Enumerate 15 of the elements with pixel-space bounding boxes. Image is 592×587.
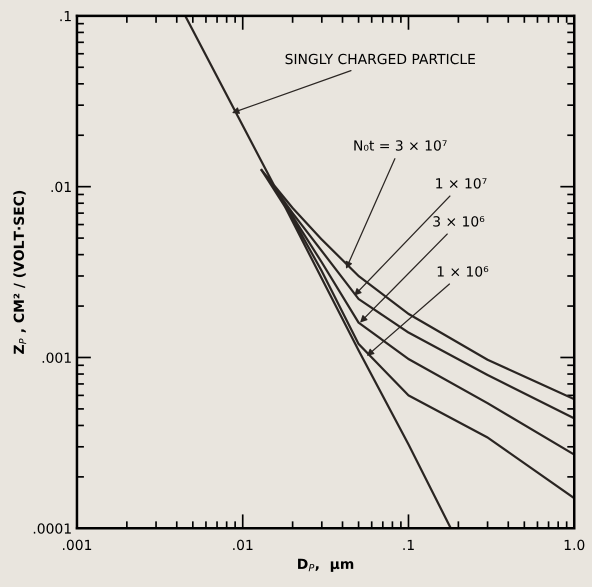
y-axis-title: Z$_{P}$ , CM² / (VOLT·SEC) [13, 190, 26, 354]
annotation: SINGLY CHARGED PARTICLE [286, 54, 475, 64]
x-tick-label: .01 [233, 540, 252, 550]
x-tick-label: 1.0 [564, 540, 584, 550]
annotation: 1 × 10⁶ [438, 266, 488, 277]
y-tick-label: .01 [51, 182, 71, 192]
x-tick-label: .1 [403, 540, 414, 550]
annotation: 3 × 10⁶ [433, 216, 484, 227]
y-tick-label: .1 [60, 11, 71, 22]
x-axis-title: D$_{P}$, μm [298, 558, 354, 572]
y-tick-label: .0001 [34, 523, 71, 534]
x-tick-label: .001 [62, 540, 92, 550]
annotation: N₀t = 3 × 10⁷ [354, 140, 447, 151]
y-tick-label: .001 [42, 352, 71, 363]
annotation: 1 × 10⁷ [436, 178, 487, 189]
